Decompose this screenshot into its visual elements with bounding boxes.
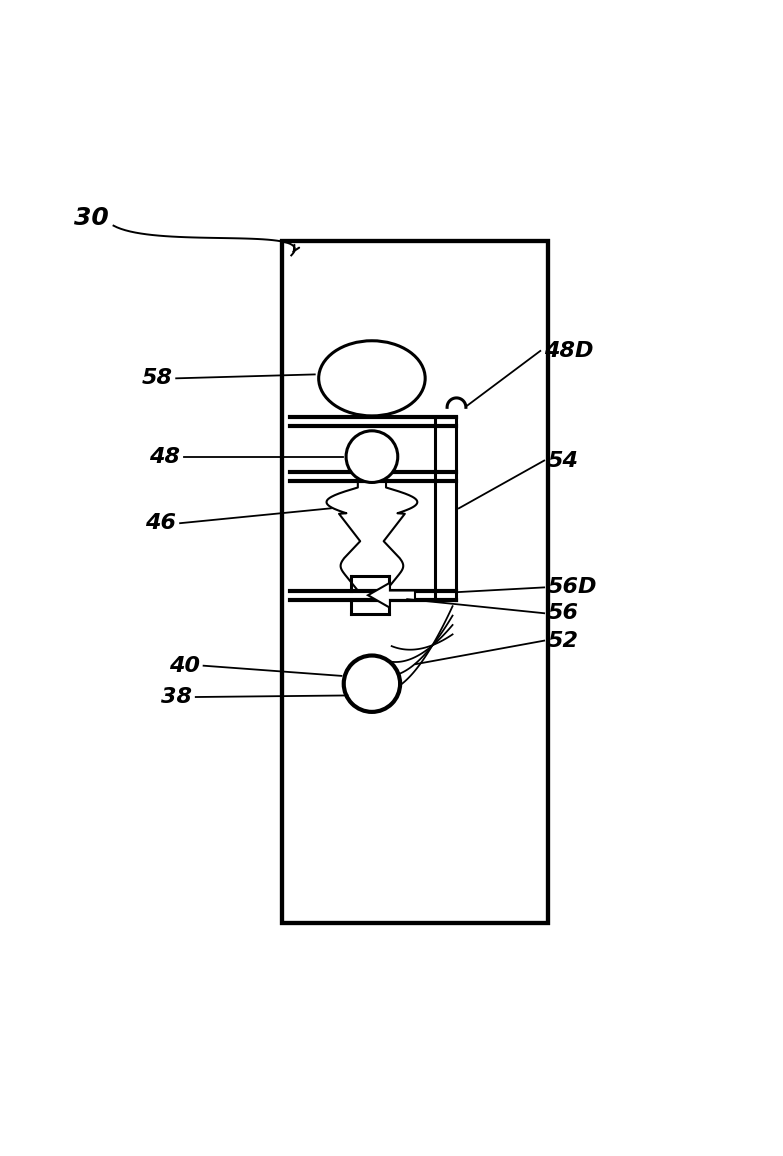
Text: 52: 52 <box>548 631 579 651</box>
Text: 38: 38 <box>161 687 192 707</box>
Text: 56: 56 <box>548 603 579 623</box>
Text: 54: 54 <box>548 451 579 470</box>
Bar <box>282 242 548 922</box>
Polygon shape <box>368 583 415 608</box>
Text: 58: 58 <box>141 369 172 388</box>
Text: 48D: 48D <box>544 341 594 361</box>
Text: 56D: 56D <box>548 577 597 598</box>
Circle shape <box>344 655 400 712</box>
Text: 46: 46 <box>145 513 176 533</box>
Ellipse shape <box>319 341 425 416</box>
Bar <box>282 242 548 922</box>
Circle shape <box>346 431 398 482</box>
Text: 48: 48 <box>149 446 180 467</box>
Text: 40: 40 <box>169 655 200 676</box>
Text: 30: 30 <box>74 206 109 230</box>
